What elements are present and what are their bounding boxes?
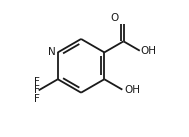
Text: F: F [34, 77, 40, 87]
Text: OH: OH [124, 85, 140, 95]
Text: F: F [34, 85, 40, 95]
Text: F: F [34, 94, 40, 104]
Text: OH: OH [141, 46, 157, 56]
Text: N: N [48, 47, 55, 57]
Text: O: O [110, 13, 119, 23]
